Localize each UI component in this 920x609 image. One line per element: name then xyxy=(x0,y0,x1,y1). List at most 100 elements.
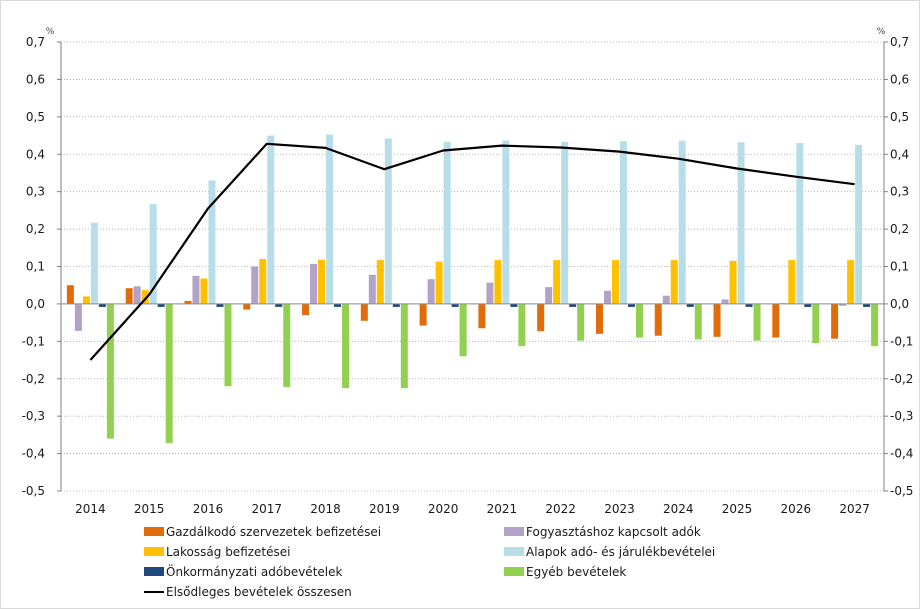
bar-4-2018 xyxy=(326,134,334,304)
x-tick-label: 2017 xyxy=(251,502,282,516)
y-axis-right-ticks: -0,5 -0,4 -0,3 -0,2 -0,1 0,0 0,1 0,2 0,3 0,4 0,5 0,… xyxy=(884,35,913,498)
bar-3-2026 xyxy=(788,260,796,304)
bar-6-2022 xyxy=(577,303,585,341)
legend-label: Lakosság befizetései xyxy=(166,545,291,559)
bar-6-2020 xyxy=(459,303,467,357)
bar-2-2022 xyxy=(545,287,553,304)
bar-2-2019 xyxy=(368,274,376,304)
bar-6-2018 xyxy=(342,303,350,389)
legend: Gazdálkodó szervezetek befizetései Fogyas… xyxy=(144,525,715,599)
x-tick-label: 2015 xyxy=(134,502,165,516)
bar-1-2019 xyxy=(360,303,368,321)
y-tick-label-left: 0,5 xyxy=(26,110,45,124)
bar-6-2019 xyxy=(400,303,408,389)
bar-5-2018 xyxy=(334,303,342,307)
x-tick-label: 2025 xyxy=(722,502,753,516)
bar-2-2027 xyxy=(839,303,847,306)
legend-label: Egyéb bevételek xyxy=(526,565,626,579)
y-tick-label-left: 0,6 xyxy=(26,72,45,86)
x-tick-label: 2023 xyxy=(604,502,635,516)
y-tick-label-right: 0,6 xyxy=(890,72,909,86)
y-tick-label-right: -0,4 xyxy=(890,447,913,461)
y-tick-label-right: -0,3 xyxy=(890,409,913,423)
legend-swatch xyxy=(504,547,524,556)
x-tick-label: 2022 xyxy=(545,502,576,516)
bar-4-2025 xyxy=(737,142,745,304)
bar-5-2014 xyxy=(98,303,106,307)
bar-4-2026 xyxy=(796,143,804,304)
bar-4-2023 xyxy=(619,141,627,304)
legend-swatch xyxy=(144,567,164,576)
bar-2-2014 xyxy=(74,303,82,331)
bar-1-2021 xyxy=(478,303,486,329)
grid-lines xyxy=(61,41,884,492)
y-axis-left-ticks: -0,5 -0,4 -0,3 -0,2 -0,1 0,0 0,1 0,2 0,3 0,4 0,5 0,… xyxy=(22,35,61,498)
x-tick-label: 2020 xyxy=(428,502,459,516)
bar-6-2024 xyxy=(694,303,702,340)
bar-5-2025 xyxy=(745,303,753,307)
y-unit-left: % xyxy=(46,27,55,37)
bar-2-2017 xyxy=(251,266,259,304)
y-tick-label-right: 0,7 xyxy=(890,35,909,49)
y-unit-right: % xyxy=(877,27,886,37)
y-tick-label-left: -0,3 xyxy=(22,409,45,423)
x-axis-ticks: 2014 2015 2016 2017 2018 2019 2020 2021 2022 2023… xyxy=(75,502,870,516)
y-tick-label-right: -0,5 xyxy=(890,484,913,498)
bar-3-2016 xyxy=(200,278,208,304)
x-tick-label: 2018 xyxy=(310,502,341,516)
bar-6-2026 xyxy=(812,303,820,344)
bar-5-2020 xyxy=(451,303,459,307)
bar-3-2023 xyxy=(611,260,619,304)
y-tick-label-left: -0,2 xyxy=(22,372,45,386)
bar-6-2027 xyxy=(871,303,879,347)
x-tick-label: 2014 xyxy=(75,502,106,516)
legend-swatch xyxy=(144,547,164,556)
bar-4-2022 xyxy=(561,141,569,304)
bar-4-2015 xyxy=(149,204,157,304)
y-tick-label-left: 0,2 xyxy=(26,222,45,236)
bar-3-2017 xyxy=(259,259,267,304)
bar-4-2027 xyxy=(855,144,863,304)
bar-1-2022 xyxy=(537,303,545,332)
y-tick-label-left: -0,1 xyxy=(22,334,45,348)
y-tick-label-left: 0,7 xyxy=(26,35,45,49)
bar-2-2023 xyxy=(603,290,611,304)
y-tick-label-right: 0,4 xyxy=(890,147,909,161)
bar-6-2023 xyxy=(635,303,643,338)
bar-1-2023 xyxy=(595,303,603,334)
bar-4-2017 xyxy=(267,135,275,304)
legend-label: Gazdálkodó szervezetek befizetései xyxy=(166,525,381,539)
bar-3-2027 xyxy=(847,260,855,304)
y-tick-label-right: 0,1 xyxy=(890,260,909,274)
y-tick-label-right: -0,2 xyxy=(890,372,913,386)
x-tick-label: 2019 xyxy=(369,502,400,516)
bar-2-2018 xyxy=(310,263,318,304)
x-tick-label: 2026 xyxy=(781,502,812,516)
bar-4-2014 xyxy=(90,222,98,304)
y-tick-label-right: 0,2 xyxy=(890,222,909,236)
bar-1-2016 xyxy=(184,300,192,304)
bar-1-2027 xyxy=(831,303,839,339)
legend-swatch xyxy=(504,567,524,576)
legend-label: Fogyasztáshoz kapcsolt adók xyxy=(526,525,701,539)
bar-1-2015 xyxy=(125,288,133,304)
bar-2-2020 xyxy=(427,279,435,304)
bar-2-2016 xyxy=(192,275,200,304)
bar-4-2020 xyxy=(443,141,451,304)
bar-3-2018 xyxy=(318,259,326,304)
bar-3-2015 xyxy=(141,290,149,304)
y-tick-label-right: -0,1 xyxy=(890,334,913,348)
bar-3-2024 xyxy=(670,260,678,304)
bar-1-2025 xyxy=(713,303,721,337)
bar-6-2014 xyxy=(106,303,114,439)
bar-5-2019 xyxy=(392,303,400,307)
bar-3-2020 xyxy=(435,261,443,304)
y-tick-label-right: 0,5 xyxy=(890,110,909,124)
x-tick-label: 2016 xyxy=(193,502,224,516)
bar-5-2026 xyxy=(804,303,812,307)
legend-label: Elsődleges bevételek összesen xyxy=(166,585,352,599)
bar-2-2024 xyxy=(662,295,670,304)
y-tick-label-right: 0,0 xyxy=(890,297,909,311)
x-tick-label: 2024 xyxy=(663,502,694,516)
